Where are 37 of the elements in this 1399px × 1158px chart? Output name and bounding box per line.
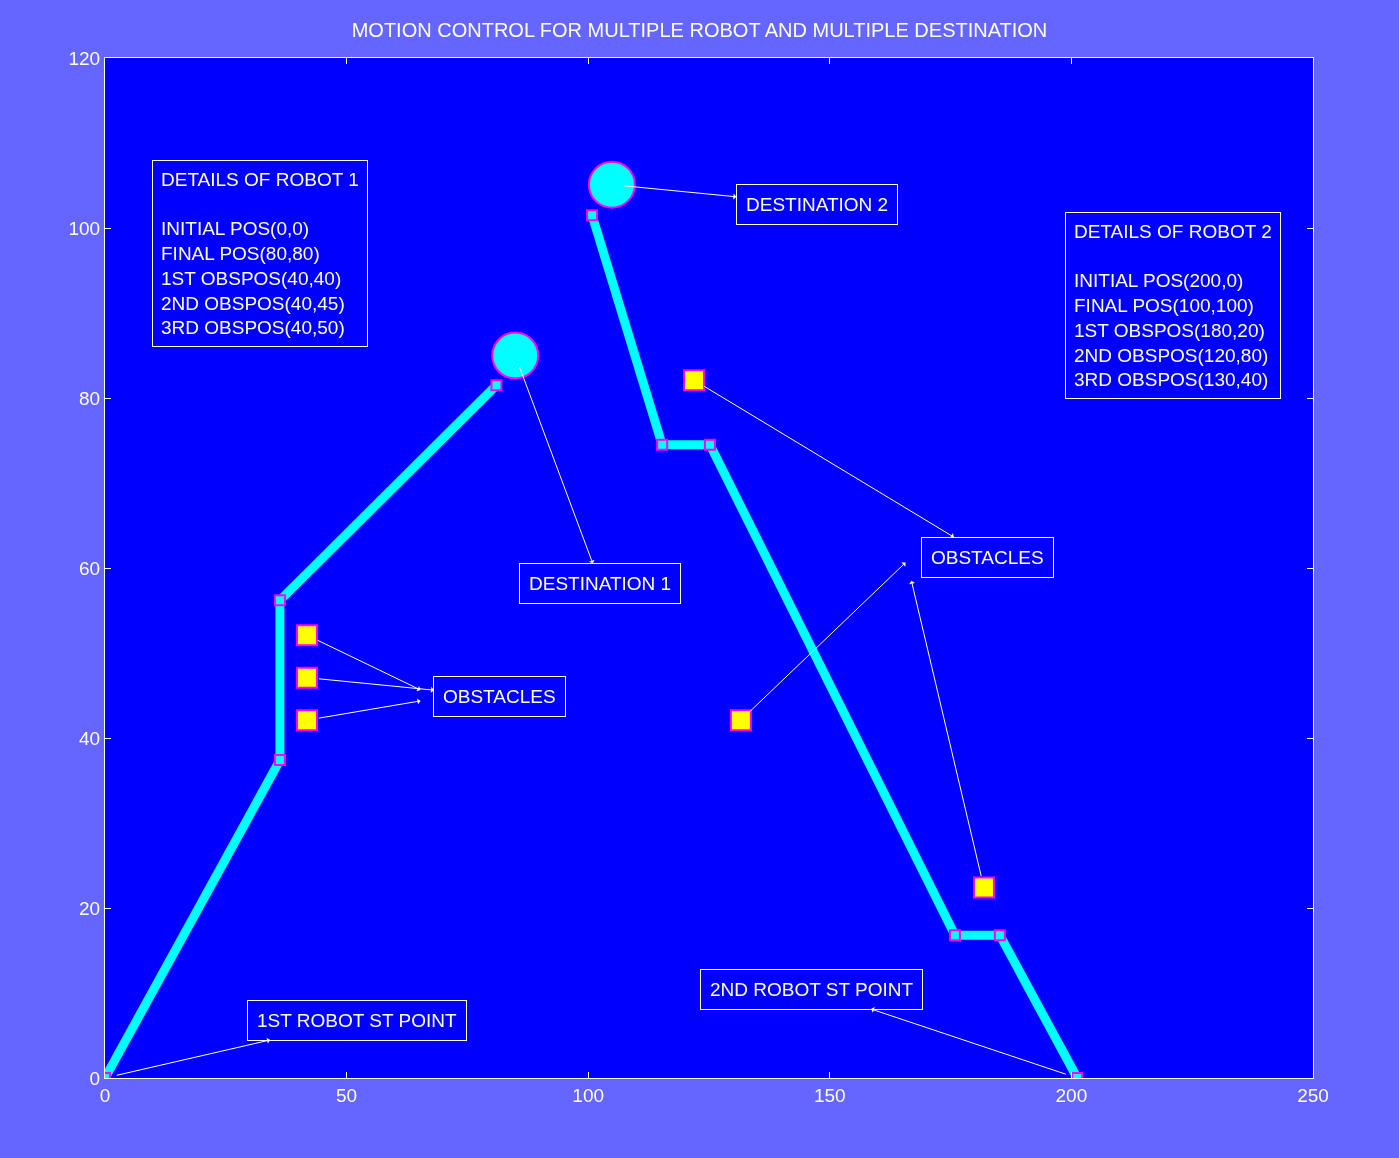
point xyxy=(490,379,503,392)
annotation: OBSTACLES xyxy=(931,547,1044,568)
annotation: DESTINATION 1 xyxy=(529,573,672,594)
y-tick-label: 60 xyxy=(79,557,101,579)
x-tick-label: 150 xyxy=(813,1084,846,1106)
x-tick-label: 200 xyxy=(1055,1084,1088,1106)
point xyxy=(993,929,1006,942)
x-tick-label: 50 xyxy=(336,1084,358,1106)
point xyxy=(586,209,599,222)
text: DETAILS OF ROBOT 2 INITIAL POS(200,0) FINAL POS(100,100) 1ST OBSPOS(180,20) 2ND OBSPOS(120,80) 3RD OBSPOS(130,40) xyxy=(1074,221,1272,391)
y-tick-label: 120 xyxy=(68,47,101,69)
y-tick-label: 0 xyxy=(89,1067,101,1089)
annotation: 2ND ROBOT ST POINT xyxy=(710,979,914,1000)
point xyxy=(273,754,286,767)
point xyxy=(295,624,318,647)
chart-title: MOTION CONTROL FOR MULTIPLE ROBOT AND MULTIPLE DESTINATION xyxy=(351,19,1048,41)
x-tick-label: 100 xyxy=(572,1084,605,1106)
point xyxy=(656,438,669,451)
point xyxy=(683,369,706,392)
x-tick-label: 250 xyxy=(1297,1084,1329,1106)
point xyxy=(587,160,636,209)
point xyxy=(729,709,752,732)
y-tick-label: 40 xyxy=(79,727,101,749)
text: DETAILS OF ROBOT 1 INITIAL POS(0,0) FINAL POS(80,80) 1ST OBSPOS(40,40) 2ND OBSPOS(40,45) 3RD OBSPOS(40,50) xyxy=(161,169,359,339)
annotation: OBSTACLES xyxy=(443,686,556,707)
point xyxy=(703,438,716,451)
point xyxy=(972,876,995,899)
annotation: DESTINATION 2 xyxy=(746,194,889,215)
y-tick-label: 100 xyxy=(68,217,101,239)
point xyxy=(948,929,961,942)
point xyxy=(491,331,540,380)
y-tick-label: 80 xyxy=(79,387,101,409)
point xyxy=(295,709,318,732)
point xyxy=(295,666,318,689)
y-tick-label: 20 xyxy=(79,897,101,919)
annotation: 1ST ROBOT ST POINT xyxy=(257,1010,457,1031)
point xyxy=(273,594,286,607)
